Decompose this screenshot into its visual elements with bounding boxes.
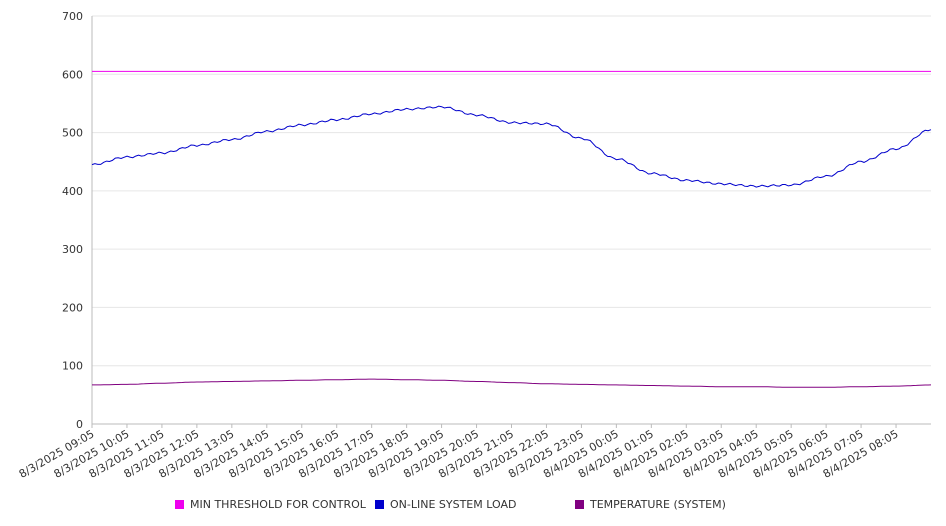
x-tick-labels: 8/3/2025 09:058/3/2025 10:058/3/2025 11:…: [17, 427, 901, 481]
legend-item-temperature: TEMPERATURE (SYSTEM): [575, 498, 726, 511]
y-tick-label: 100: [62, 360, 83, 373]
legend-swatch-min-threshold: [175, 500, 184, 509]
legend-item-system-load: ON-LINE SYSTEM LOAD: [375, 498, 516, 511]
legend: MIN THRESHOLD FOR CONTROL ON-LINE SYSTEM…: [0, 498, 946, 514]
legend-label-system-load: ON-LINE SYSTEM LOAD: [390, 498, 517, 511]
y-tick-label: 700: [62, 10, 83, 23]
y-tick-label: 300: [62, 243, 83, 256]
y-tick-label: 500: [62, 127, 83, 140]
series-line-temperature-system: [92, 378, 932, 388]
axes: [91, 16, 931, 428]
y-tick-label: 200: [62, 301, 83, 314]
y-tick-label: 600: [62, 68, 83, 81]
series-lines: [91, 70, 932, 388]
y-tick-labels: 0 100 200 300 400 500 600 700: [62, 10, 83, 431]
y-tick-label: 0: [76, 418, 83, 431]
grid-lines: [92, 15, 931, 425]
legend-item-min-threshold: MIN THRESHOLD FOR CONTROL: [175, 498, 366, 511]
y-tick-label: 400: [62, 185, 83, 198]
legend-swatch-temperature: [575, 500, 584, 509]
legend-label-temperature: TEMPERATURE (SYSTEM): [590, 498, 726, 511]
legend-label-min-threshold: MIN THRESHOLD FOR CONTROL: [190, 498, 366, 511]
series-line-on-line-system-load: [91, 105, 932, 188]
legend-swatch-system-load: [375, 500, 384, 509]
